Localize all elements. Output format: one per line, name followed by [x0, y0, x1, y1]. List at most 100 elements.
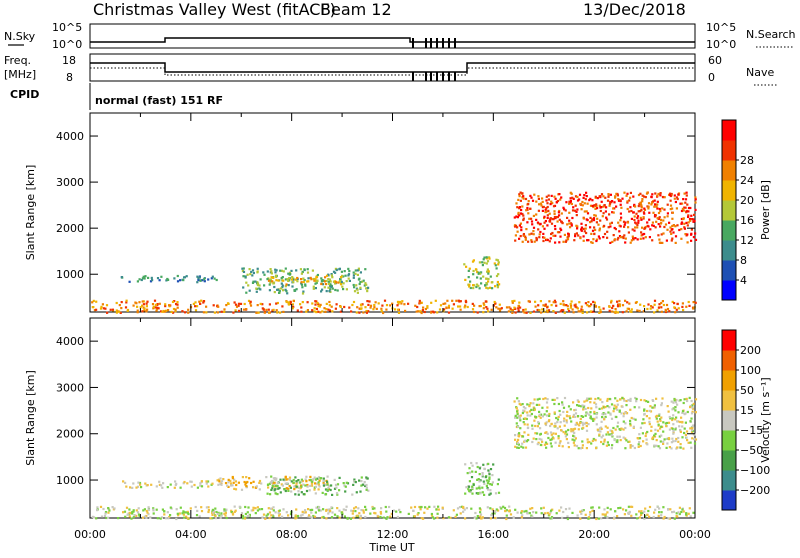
- echo-cell: [630, 416, 633, 420]
- echo-cell: [136, 309, 139, 312]
- echo-cell: [671, 437, 674, 440]
- echo-cell: [595, 203, 598, 206]
- echo-cell: [305, 475, 308, 478]
- echo-cell: [616, 305, 620, 308]
- echo-cell: [565, 419, 568, 422]
- echo-cell: [641, 200, 644, 203]
- echo-cell: [155, 309, 158, 312]
- echo-cell: [581, 415, 585, 418]
- echo-cell: [321, 516, 324, 519]
- echo-cell: [533, 398, 536, 401]
- echo-cell: [483, 493, 486, 496]
- echo-cell: [650, 425, 653, 428]
- echo-cell: [672, 224, 675, 227]
- echo-cell: [173, 300, 176, 303]
- echo-cell: [262, 308, 265, 311]
- echo-cell: [280, 269, 283, 272]
- echo-cell: [296, 276, 299, 280]
- echo-cell: [433, 517, 436, 520]
- echo-cell: [571, 216, 574, 220]
- echo-cell: [270, 482, 273, 485]
- echo-cell: [261, 303, 264, 306]
- echo-cell: [274, 268, 277, 271]
- echo-cell: [266, 513, 269, 516]
- echo-cell: [586, 311, 589, 314]
- echo-cell: [600, 517, 603, 520]
- echo-cell: [212, 511, 215, 514]
- echo-cell: [614, 310, 618, 313]
- echo-cell: [604, 210, 607, 213]
- echo-cell: [358, 512, 361, 515]
- echo-cell: [546, 216, 549, 220]
- echo-cell: [290, 269, 293, 272]
- echo-cell: [306, 268, 309, 271]
- echo-cell: [267, 308, 270, 311]
- echo-cell: [608, 305, 611, 308]
- echo-cell: [638, 433, 641, 436]
- echo-cell: [686, 410, 689, 414]
- echo-cell: [330, 506, 333, 509]
- echo-cell: [595, 413, 598, 416]
- echo-cell: [689, 427, 692, 430]
- echo-cell: [488, 256, 491, 259]
- echo-cell: [619, 212, 622, 215]
- echo-cell: [325, 274, 329, 277]
- echo-cell: [442, 302, 445, 305]
- echo-cell: [687, 221, 690, 224]
- echo-cell: [573, 409, 576, 412]
- echo-cell: [586, 438, 589, 441]
- echo-cell: [598, 204, 601, 207]
- echo-cell: [674, 241, 677, 244]
- echo-cell: [345, 481, 348, 484]
- echo-cell: [559, 198, 562, 201]
- echo-cell: [603, 513, 606, 516]
- echo-cell: [284, 489, 287, 493]
- echo-cell: [322, 479, 325, 483]
- echo-cell: [544, 303, 547, 306]
- echo-cell: [479, 508, 482, 511]
- echo-cell: [571, 209, 575, 212]
- echo-cell: [654, 432, 657, 435]
- echo-cell: [651, 436, 655, 439]
- echo-cell: [632, 237, 635, 240]
- echo-cell: [308, 514, 311, 517]
- echo-cell: [681, 508, 684, 511]
- echo-cell: [497, 261, 500, 264]
- echo-cell: [258, 284, 261, 287]
- echo-cell: [682, 510, 685, 513]
- echo-cell: [575, 232, 578, 235]
- echo-cell: [171, 300, 175, 303]
- echo-cell: [497, 509, 500, 512]
- echo-cell: [614, 428, 617, 431]
- echo-cell: [124, 306, 128, 309]
- echo-cell: [469, 490, 472, 494]
- echo-cell: [495, 274, 499, 278]
- echo-cell: [163, 513, 166, 516]
- echo-cell: [272, 506, 275, 509]
- echo-cell: [629, 444, 632, 447]
- echo-cell: [653, 205, 656, 208]
- echo-cell: [610, 447, 613, 450]
- echo-cell: [500, 307, 503, 310]
- echo-cell: [515, 215, 518, 218]
- echo-cell: [184, 311, 187, 314]
- echo-cell: [260, 482, 263, 485]
- echo-cell: [662, 506, 665, 509]
- echo-cell: [552, 310, 555, 313]
- echo-cell: [559, 227, 562, 230]
- echo-cell: [645, 432, 648, 435]
- echo-cell: [249, 273, 252, 276]
- echo-cell: [175, 508, 178, 511]
- echo-cell: [595, 423, 598, 426]
- echo-cell: [137, 507, 140, 510]
- echo-cell: [657, 223, 660, 226]
- echo-cell: [278, 486, 281, 490]
- echo-cell: [544, 512, 547, 515]
- echo-cell: [524, 238, 527, 241]
- echo-cell: [533, 193, 536, 196]
- echo-cell: [636, 226, 639, 229]
- echo-cell: [544, 431, 547, 434]
- echo-cell: [369, 512, 372, 515]
- echo-cell: [639, 192, 642, 195]
- echo-cell: [654, 226, 657, 229]
